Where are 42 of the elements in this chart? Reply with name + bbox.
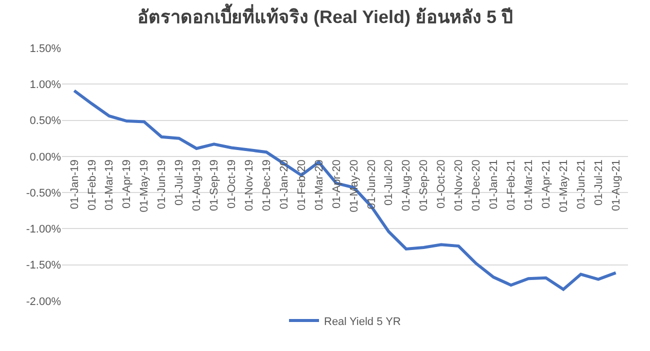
x-tick-label: 01-Mar-20 [313, 160, 326, 210]
x-tick-label: 01-May-20 [348, 160, 360, 212]
x-tick-label: 01-Aug-21 [610, 160, 622, 212]
x-tick-label: 01-Feb-20 [296, 160, 308, 210]
x-tick-label: 01-Sep-19 [208, 160, 221, 212]
x-tick-label: 01-Jun-19 [156, 160, 168, 210]
y-tick-label: -0.50% [26, 187, 62, 200]
x-tick-label: 01-Aug-19 [191, 160, 204, 212]
x-tick-label: 01-Aug-20 [400, 160, 413, 212]
x-tick-label: 01-Nov-19 [243, 160, 256, 211]
x-tick-label: 01-Jan-19 [68, 160, 81, 210]
x-tick-label: 01-Feb-21 [506, 160, 518, 210]
x-tick-label: 01-Oct-20 [436, 160, 448, 209]
legend-label: Real Yield 5 YR [324, 316, 401, 328]
x-tick-label: 01-Jul-19 [174, 160, 186, 206]
x-tick-label: 01-Jul-21 [592, 160, 605, 206]
x-tick-label: 01-May-21 [558, 160, 570, 212]
y-tick-label: 1.00% [30, 78, 62, 91]
x-tick-label: 01-Apr-20 [330, 160, 343, 209]
x-tick-label: 01-Apr-19 [121, 160, 134, 209]
x-tick-label: 01-Jan-20 [278, 160, 290, 210]
x-tick-label: 01-Apr-21 [540, 160, 552, 209]
y-tick-label: -1.00% [26, 224, 62, 236]
x-tick-label: 01-Jul-20 [383, 160, 396, 206]
y-tick-label: 0.50% [30, 115, 62, 128]
y-tick-label: 0.00% [30, 151, 62, 164]
x-tick-label: 01-Mar-21 [523, 160, 536, 210]
x-tick-label: 01-Dec-20 [470, 160, 483, 211]
x-tick-label: 01-Jun-20 [366, 160, 378, 210]
x-tick-label: 01-Mar-19 [104, 160, 116, 210]
y-tick-label: -1.50% [26, 260, 62, 272]
x-tick-label: 01-May-19 [138, 160, 151, 212]
y-tick-label: -2.00% [26, 296, 62, 308]
x-tick-label: 01-Jan-21 [488, 160, 500, 210]
y-tick-label: 1.50% [30, 42, 62, 55]
x-tick-label: 01-Dec-19 [260, 160, 273, 211]
chart-title: อัตราดอกเบี้ยที่แท้จริง (Real Yield) ย้อนหลัง 5 ปี [137, 3, 513, 28]
x-tick-label: 01-Feb-19 [86, 160, 98, 210]
x-tick-label: 01-Sep-20 [418, 160, 430, 212]
x-tick-label: 01-Oct-19 [226, 160, 238, 209]
x-tick-label: 01-Jun-21 [575, 160, 588, 210]
x-tick-label: 01-Nov-20 [453, 160, 466, 211]
